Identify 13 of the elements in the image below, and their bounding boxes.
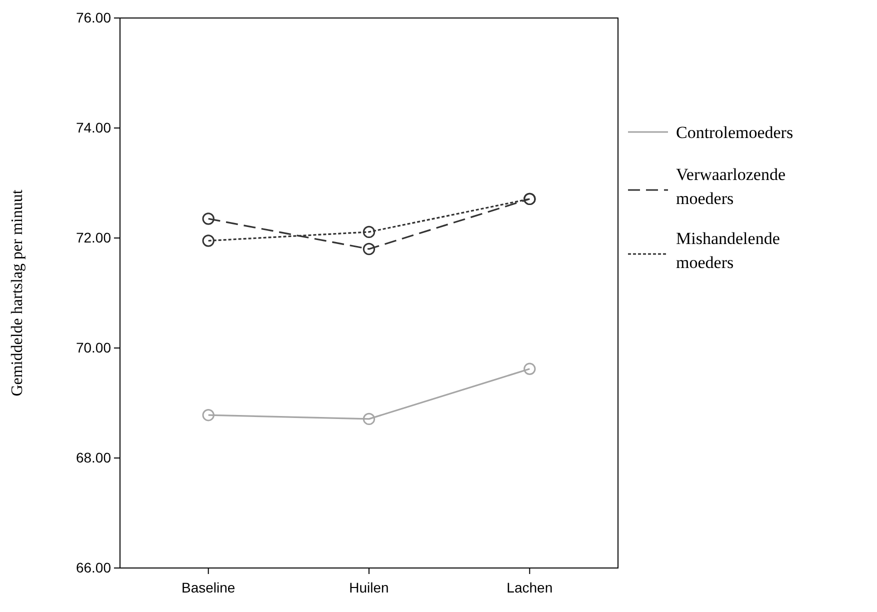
y-tick-label: 74.00: [76, 119, 112, 136]
x-tick-label: Baseline: [182, 579, 236, 596]
legend-label: Controlemoeders: [676, 123, 794, 142]
x-tick-label: Lachen: [506, 579, 553, 596]
y-tick-label: 68.00: [76, 449, 112, 466]
y-tick-label: 72.00: [76, 229, 112, 246]
y-axis-title: Gemiddelde hartslag per minuut: [9, 189, 26, 396]
y-tick-label: 66.00: [76, 559, 112, 576]
y-tick-label: 76.00: [76, 9, 112, 26]
x-tick-label: Huilen: [349, 579, 389, 596]
y-tick-label: 70.00: [76, 339, 112, 356]
legend-label: Mishandelende moeders: [676, 229, 780, 272]
legend-label: Verwaarlozende moeders: [676, 165, 786, 208]
